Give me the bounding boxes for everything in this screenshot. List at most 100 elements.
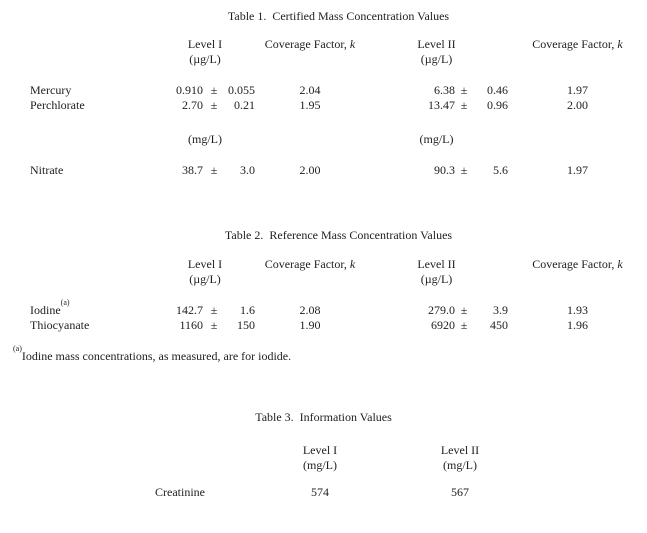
table-row-creatinine: Creatinine 574 567 (0, 485, 647, 500)
plus-minus: ± (210, 98, 218, 112)
table1-level2-header: Level II (µg/L) (365, 37, 508, 67)
analyte-label: Mercury (30, 83, 72, 97)
table2-column-headers: Level I (µg/L) Coverage Factor, k Level … (0, 257, 647, 287)
level2-label: Level II (417, 37, 456, 51)
table1-title: Table 1. Certified Mass Concentration Va… (227, 9, 450, 23)
table2-level1-header: Level I (µg/L) (155, 257, 255, 287)
table1-coverage2-header: Coverage Factor, k (508, 37, 647, 67)
coverage-factor-1: 2.04 (299, 83, 321, 97)
level2-value: 6.38 (434, 83, 455, 97)
level2-uncertainty: 0.96 (487, 98, 508, 112)
analyte-label: Iodine(a) (30, 299, 155, 318)
level1-unit: (µg/L) (189, 272, 221, 286)
table1-coverage1-header: Coverage Factor, k (255, 37, 365, 67)
level2-mg-unit: (mg/L) (419, 132, 454, 146)
level1-value: 2.70 (182, 98, 203, 112)
level2-unit: (µg/L) (420, 272, 453, 286)
plus-minus: ± (460, 303, 468, 317)
level2-uncertainty: 3.9 (493, 303, 508, 317)
coverage-factor-1: 1.95 (299, 98, 321, 112)
coverage-factor-2: 1.96 (567, 318, 588, 332)
level2-value: 90.3 (434, 163, 455, 177)
level1-uncertainty: 3.0 (240, 163, 255, 177)
table-row-nitrate: Nitrate 38.7 ± 3.0 2.00 90.3 ± 5.6 1.97 (0, 163, 647, 178)
footnote-marker: (a) (60, 298, 70, 307)
table1-column-headers: Level I (µg/L) Coverage Factor, k Level … (0, 37, 647, 67)
table2-footnote: (a)Iodine mass concentrations, as measur… (13, 345, 292, 364)
spacer-cell (255, 132, 365, 147)
analyte-label: Thiocyanate (30, 318, 90, 332)
table2-coverage1-header: Coverage Factor, k (255, 257, 365, 287)
table-row-perchlorate: Perchlorate 2.70 ± 0.21 1.95 13.47 ± 0.9… (0, 98, 647, 113)
level2-label: Level II (417, 257, 456, 271)
level1-label: Level I (187, 257, 223, 271)
plus-minus: ± (460, 83, 468, 97)
level2-uncertainty: 0.46 (487, 83, 508, 97)
coverage-factor-2: 2.00 (567, 98, 588, 112)
plus-minus: ± (210, 318, 218, 332)
level2-uncertainty: 450 (490, 318, 508, 332)
table-row-thiocyanate: Thiocyanate 1160 ± 150 1.90 6920 ± 450 1… (0, 318, 647, 333)
level2-label: Level II (440, 443, 480, 457)
plus-minus: ± (460, 163, 468, 177)
level2-unit: (mg/L) (443, 458, 477, 472)
k-symbol: k (617, 257, 623, 271)
level2-value: 567 (451, 485, 469, 499)
coverage-factor-2: 1.97 (567, 163, 588, 177)
plus-minus: ± (210, 303, 218, 317)
spacer-cell (155, 443, 245, 473)
level1-value: 38.7 (182, 163, 203, 177)
analyte-label: Nitrate (30, 163, 64, 177)
plus-minus: ± (460, 318, 468, 332)
spacer-cell (30, 132, 155, 147)
k-symbol: k (349, 37, 356, 51)
table1-level1-header: Level I (µg/L) (155, 37, 255, 67)
coverage-factor-label: Coverage Factor, (264, 37, 350, 51)
coverage-factor-2: 1.97 (567, 83, 588, 97)
level1-value: 0.910 (176, 83, 203, 97)
coverage-factor-1: 2.08 (299, 303, 321, 317)
spacer-cell (30, 37, 155, 67)
analyte-label: Perchlorate (30, 98, 85, 112)
table3-level2-header: Level II (mg/L) (395, 443, 525, 473)
level1-uncertainty: 0.055 (228, 83, 255, 97)
plus-minus: ± (460, 98, 468, 112)
spacer-cell (508, 132, 647, 147)
table1-mg-unit-row: (mg/L) (mg/L) (0, 132, 647, 147)
level2-value: 13.47 (428, 98, 455, 112)
table3-column-headers: Level I (mg/L) Level II (mg/L) (0, 443, 647, 473)
level1-label: Level I (187, 37, 223, 51)
level1-value: 1160 (179, 318, 203, 332)
coverage-factor-2: 1.93 (567, 303, 588, 317)
level1-value: 142.7 (176, 303, 203, 317)
table3-title: Table 3. Information Values (255, 410, 392, 424)
coverage-factor-label: Coverage Factor, (532, 37, 618, 51)
coverage-factor-1: 2.00 (299, 163, 321, 177)
table2-title: Table 2. Reference Mass Concentration Va… (224, 228, 453, 242)
level1-value: 574 (311, 485, 329, 499)
level2-uncertainty: 5.6 (493, 163, 508, 177)
plus-minus: ± (210, 83, 218, 97)
level2-value: 279.0 (428, 303, 455, 317)
analyte-label: Creatinine (155, 485, 205, 499)
level1-unit: (mg/L) (303, 458, 337, 472)
plus-minus: ± (210, 163, 218, 177)
level1-uncertainty: 150 (237, 318, 255, 332)
level1-mg-unit: (mg/L) (188, 132, 222, 146)
level2-value: 6920 (431, 318, 455, 332)
footnote-text: Iodine mass concentrations, as measured,… (21, 349, 292, 363)
spacer-cell (30, 257, 155, 287)
level1-uncertainty: 0.21 (234, 98, 255, 112)
table3-level1-header: Level I (mg/L) (245, 443, 395, 473)
level1-label: Level I (302, 443, 338, 457)
table-row-iodine: Iodine(a) 142.7 ± 1.6 2.08 279.0 ± 3.9 1… (0, 299, 647, 318)
coverage-factor-1: 1.90 (299, 318, 321, 332)
k-symbol: k (617, 37, 623, 51)
table-row-mercury: Mercury 0.910 ± 0.055 2.04 6.38 ± 0.46 1… (0, 83, 647, 98)
coverage-factor-label: Coverage Factor, (532, 257, 618, 271)
level1-uncertainty: 1.6 (240, 303, 255, 317)
table2-coverage2-header: Coverage Factor, k (508, 257, 647, 287)
footnote-marker: (a) (13, 344, 22, 353)
level2-unit: (µg/L) (420, 52, 453, 66)
